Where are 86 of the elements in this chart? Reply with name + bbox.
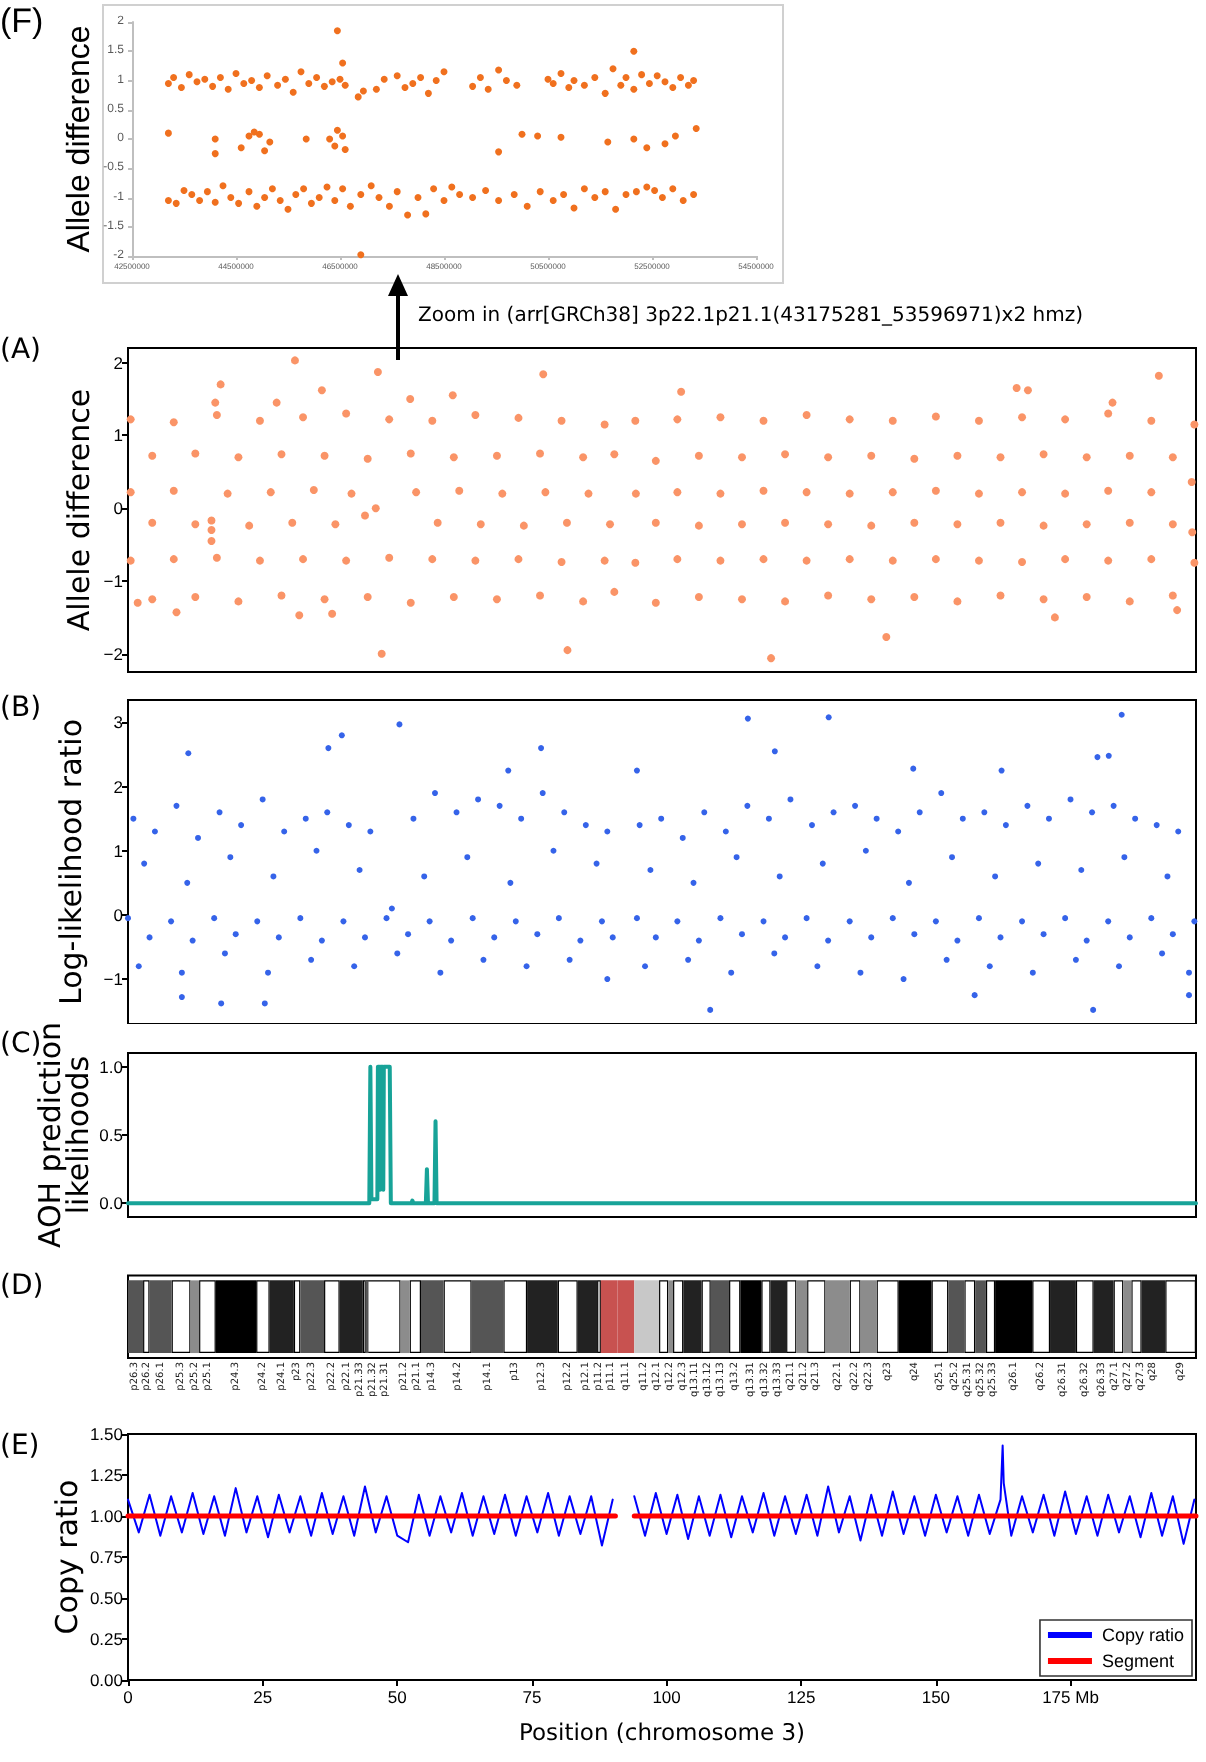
chart-title: (F) xyxy=(0,2,44,40)
y-axis-title: Log-likelihood ratio xyxy=(53,719,89,1005)
y-tick-label: 0.5 xyxy=(99,1125,124,1145)
bar xyxy=(701,1280,711,1354)
bar xyxy=(1050,1280,1076,1354)
bar xyxy=(948,1280,965,1354)
x-tick-label: 100 xyxy=(652,1687,682,1707)
x-tick-label: 25 xyxy=(253,1687,273,1707)
bar xyxy=(849,1280,861,1354)
y-axis-title: Copy ratio xyxy=(49,1479,85,1635)
legend-label: Copy ratio xyxy=(1101,1625,1185,1645)
text: Zoom in (arr[GRCh38] 3p22.1p21.1(43175281_53596971)x2 hmz) xyxy=(418,305,1084,327)
bar xyxy=(1131,1280,1142,1354)
y-tick-label: 0.75 xyxy=(89,1547,124,1567)
x-tick-label: 50 xyxy=(387,1687,408,1707)
y-tick-label: 0.50 xyxy=(89,1588,124,1608)
bar xyxy=(324,1280,340,1354)
legend-label: Segment xyxy=(1101,1651,1176,1671)
y-tick-label: 1 xyxy=(113,840,124,861)
bar xyxy=(269,1280,294,1354)
bar xyxy=(964,1280,976,1354)
y-tick-label: 0.00 xyxy=(89,1670,124,1690)
line-series xyxy=(126,1064,1198,1206)
y-tick-label: 0 xyxy=(113,498,124,519)
y-tick-label: 1 xyxy=(113,425,124,446)
bar xyxy=(128,1280,144,1354)
bar xyxy=(807,1280,826,1354)
bar xyxy=(527,1280,558,1354)
bar xyxy=(659,1280,669,1354)
y-axis-title: Allele difference xyxy=(61,388,97,632)
chart-title: (C) xyxy=(0,1028,42,1060)
x-tick-label: 125 xyxy=(787,1687,816,1707)
x-tick-label: 75 xyxy=(522,1687,542,1707)
bar xyxy=(860,1280,877,1354)
chart-title: (D) xyxy=(0,1270,44,1302)
bar xyxy=(975,1280,986,1354)
y-tick-label: 1.25 xyxy=(89,1465,124,1485)
x-tick-label: 175 Mb xyxy=(1042,1687,1100,1707)
bar xyxy=(1093,1280,1114,1354)
y-axis-title: Allele difference xyxy=(63,25,97,253)
bar xyxy=(557,1280,578,1354)
bar xyxy=(400,1280,410,1354)
y-tick-label: −1 xyxy=(103,570,124,591)
bar xyxy=(1113,1280,1124,1354)
y-tick-label: 1.00 xyxy=(89,1506,124,1526)
bar xyxy=(171,1280,191,1354)
bar xyxy=(471,1280,504,1354)
bar xyxy=(796,1280,808,1354)
chart-title: (B) xyxy=(0,692,42,724)
y-tick-label: 0.25 xyxy=(89,1629,124,1649)
y-tick-label: −2 xyxy=(103,643,124,664)
y-tick-label: 1.50 xyxy=(89,1424,124,1444)
bar xyxy=(149,1280,172,1354)
bar xyxy=(300,1280,325,1354)
bar xyxy=(786,1280,797,1354)
bar xyxy=(710,1280,730,1354)
y-tick-label: 2 xyxy=(113,776,124,797)
bar xyxy=(1075,1280,1094,1354)
bar xyxy=(190,1280,200,1354)
bar xyxy=(1141,1280,1166,1354)
x-axis-title: Position (chromosome 3) xyxy=(518,1718,806,1746)
x-tick-label: 150 xyxy=(921,1687,951,1707)
bar xyxy=(1123,1280,1132,1354)
bar xyxy=(577,1280,598,1354)
bar xyxy=(683,1280,702,1354)
bar xyxy=(443,1280,472,1354)
bar xyxy=(503,1280,528,1354)
bar xyxy=(673,1280,684,1354)
y-tick-label: 2 xyxy=(113,352,124,373)
bar xyxy=(293,1280,301,1354)
bar xyxy=(634,1280,660,1354)
bar xyxy=(143,1280,150,1354)
bar xyxy=(420,1280,444,1354)
bar xyxy=(825,1280,850,1354)
y-tick-label: 3 xyxy=(113,712,124,733)
y-tick-label: −1 xyxy=(103,969,124,990)
y-tick-label: 0 xyxy=(113,904,124,925)
bar xyxy=(668,1280,674,1354)
bar xyxy=(366,1280,401,1354)
bar xyxy=(770,1280,787,1354)
bar xyxy=(409,1280,421,1354)
bar xyxy=(339,1280,363,1354)
y-tick-label: 0.0 xyxy=(99,1193,124,1214)
chart-title: (E) xyxy=(0,1430,40,1462)
y-tick-label: 1.0 xyxy=(99,1056,124,1077)
chart-title: (A) xyxy=(0,334,42,366)
